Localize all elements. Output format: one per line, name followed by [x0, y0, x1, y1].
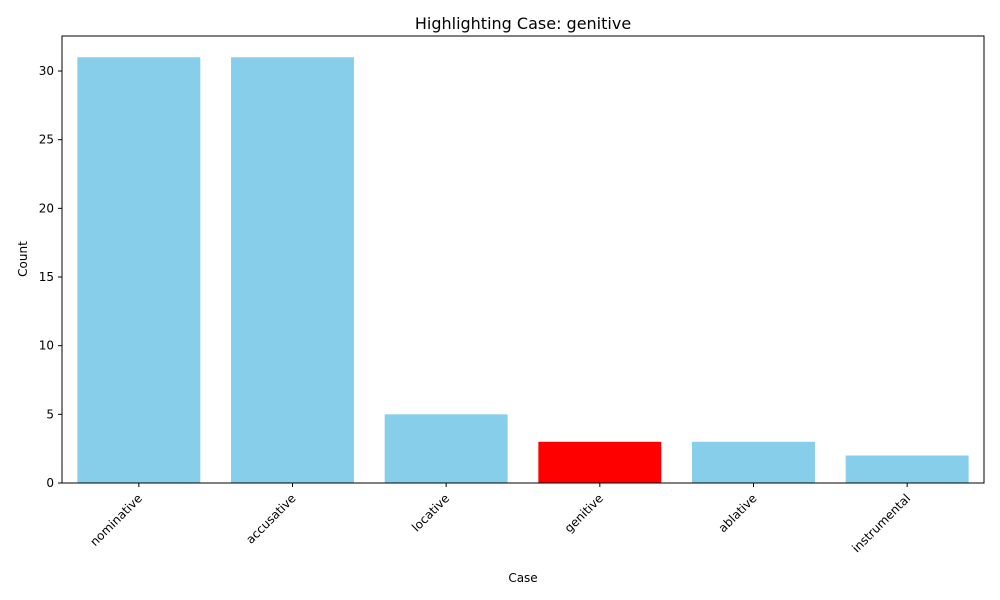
y-tick-label: 5	[46, 407, 54, 421]
y-tick-label: 0	[46, 476, 54, 490]
x-tick-label: genitive	[562, 491, 606, 535]
bar-nominative	[77, 57, 201, 483]
bar-instrumental	[845, 455, 969, 483]
y-axis: 0 5 10 15 20 25 30	[39, 64, 62, 490]
x-tick-label: instrumental	[849, 491, 913, 555]
plot-frame	[61, 35, 985, 484]
y-tick-label: 10	[39, 339, 54, 353]
bar-accusative	[231, 57, 354, 483]
chart-title: Highlighting Case: genitive	[415, 14, 631, 33]
x-tick-label: nominative	[87, 491, 145, 549]
bars-group	[77, 57, 969, 483]
y-tick-label: 15	[39, 270, 54, 284]
x-tick-label: ablative	[716, 491, 760, 535]
y-tick-label: 25	[39, 133, 54, 147]
y-tick-label: 20	[39, 201, 54, 215]
bar-locative	[384, 414, 508, 483]
bar-genitive	[538, 441, 662, 483]
y-axis-label: Count	[16, 241, 30, 277]
bar-ablative	[692, 441, 815, 483]
x-axis: nominative accusative locative genitive abla…	[87, 483, 913, 555]
y-tick-label: 30	[39, 64, 54, 78]
x-tick-label: accusative	[243, 491, 298, 546]
x-axis-label: Case	[508, 571, 537, 585]
x-tick-label: locative	[409, 491, 452, 534]
